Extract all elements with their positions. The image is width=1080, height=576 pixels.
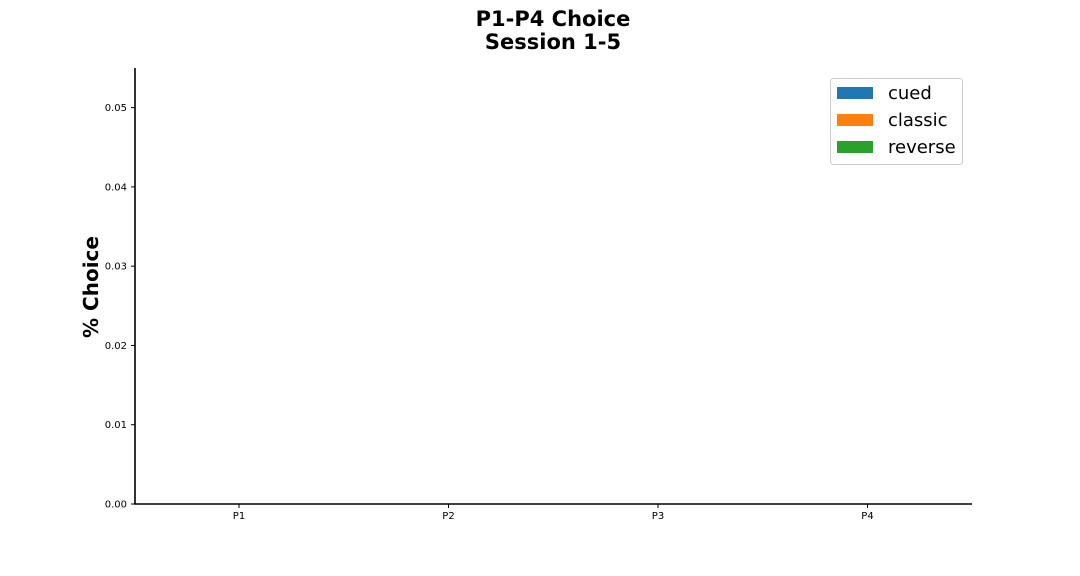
legend-swatch-cued [837,87,873,99]
y-ticks: 0.00 0.01 0.02 0.03 0.04 0.05 [105,103,135,511]
y-tick-label: 0.01 [105,420,127,431]
y-tick-label: 0.02 [105,341,127,352]
chart-subtitle: Session 1-5 [485,30,621,54]
x-ticks: P1 P2 P3 P4 [233,504,874,522]
y-axis-label: % Choice [79,236,103,338]
x-tick-label: P3 [652,511,664,522]
y-tick-label: 0.00 [105,500,127,511]
x-tick-label: P1 [233,511,245,522]
legend-swatch-reverse [837,141,873,153]
chart-title: P1-P4 Choice [476,7,631,31]
x-tick-label: P2 [442,511,454,522]
y-tick-label: 0.03 [105,262,127,273]
x-tick-label: P4 [861,511,873,522]
legend-label-reverse: reverse [888,137,956,158]
legend-swatch-classic [837,114,873,126]
legend: cued classic reverse [830,78,963,165]
y-tick-label: 0.04 [105,182,127,193]
legend-label-cued: cued [888,83,932,104]
y-tick-label: 0.05 [105,103,127,114]
legend-label-classic: classic [888,110,948,131]
